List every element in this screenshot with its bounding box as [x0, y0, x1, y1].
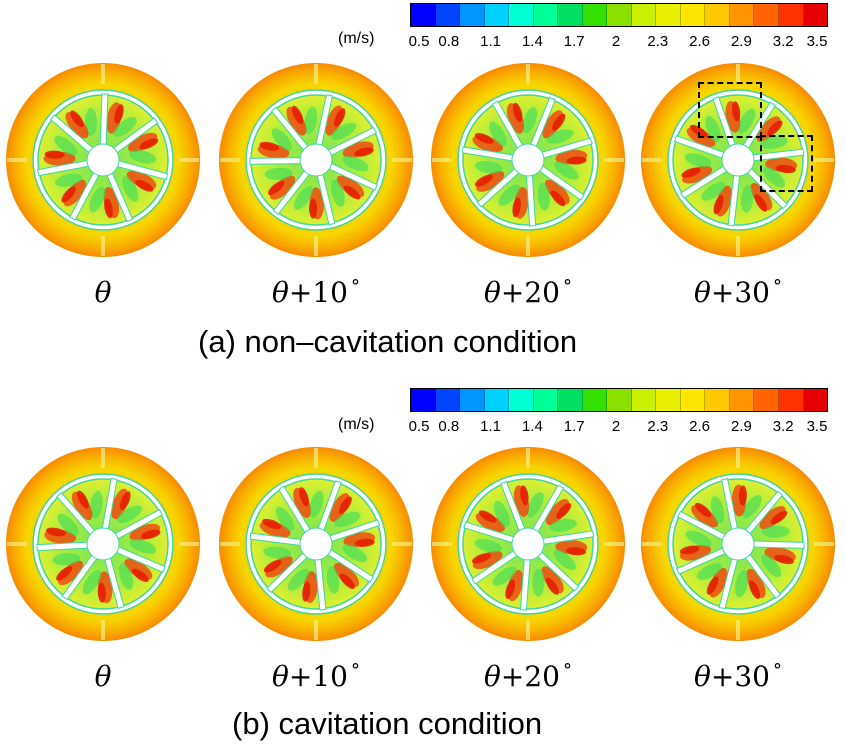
colorbar-segment — [656, 389, 681, 411]
impeller-hub — [86, 143, 120, 177]
colorbar-segment — [803, 4, 828, 26]
colorbar-tick-label: 2 — [611, 33, 621, 50]
colorbar-tick-label: 0.5 — [408, 33, 430, 50]
velocity-contour-impeller — [219, 447, 413, 641]
colorbar — [410, 3, 828, 27]
velocity-contour-impeller — [641, 63, 835, 257]
colorbar-segment — [680, 4, 706, 26]
colorbar-segment — [509, 389, 534, 411]
colorbar-tick-label: 0.8 — [438, 418, 460, 435]
colorbar-unit: (m/s) — [338, 30, 375, 47]
colorbar — [410, 388, 828, 412]
velocity-contour-impeller — [641, 447, 835, 641]
highlight-box — [760, 135, 813, 192]
colorbar-segment — [705, 389, 730, 411]
colorbar-segment — [484, 389, 510, 411]
colorbar-tick-label: 1.4 — [521, 33, 543, 50]
colorbar-tick-label: 0.5 — [408, 418, 430, 435]
caption-b: (b) cavitation condition — [232, 706, 543, 741]
colorbar-segment — [607, 4, 632, 26]
impeller-hub — [721, 143, 755, 177]
colorbar-segment — [778, 389, 804, 411]
colorbar-tick-label: 3.2 — [772, 418, 794, 435]
velocity-contour-impeller — [431, 447, 625, 641]
colorbar-tick-label: 1.1 — [480, 418, 502, 435]
colorbar-tick-label: 2.3 — [647, 33, 669, 50]
colorbar-segment — [754, 389, 779, 411]
colorbar-segment — [631, 4, 657, 26]
colorbar-tick-label: 2.6 — [689, 418, 711, 435]
velocity-contour-impeller — [431, 63, 625, 257]
colorbar-tick-label: 0.8 — [438, 33, 460, 50]
colorbar-segment — [803, 389, 828, 411]
angle-label: θ — [94, 276, 112, 309]
colorbar-tick-label: 3.5 — [806, 418, 828, 435]
colorbar-segment — [435, 389, 461, 411]
colorbar-segment — [460, 4, 485, 26]
colorbar-segment — [778, 4, 804, 26]
colorbar-segment — [680, 389, 706, 411]
colorbar-segment — [533, 389, 559, 411]
impeller-hub — [299, 143, 333, 177]
colorbar-segment — [411, 389, 436, 411]
colorbar-segment — [631, 389, 657, 411]
colorbar-unit: (m/s) — [338, 416, 375, 433]
angle-label: θ+20 ° — [484, 660, 572, 693]
colorbar-segment — [705, 4, 730, 26]
colorbar-segment — [582, 389, 608, 411]
angle-label: θ+10 ° — [272, 660, 360, 693]
colorbar-tick-label: 1.7 — [563, 33, 585, 50]
colorbar-segment — [558, 389, 583, 411]
colorbar-tick-label: 2.9 — [730, 418, 752, 435]
highlight-box — [698, 82, 762, 138]
colorbar-segment — [533, 4, 559, 26]
colorbar-segment — [729, 4, 755, 26]
colorbar-tick-label: 1.7 — [563, 418, 585, 435]
impeller-hub — [299, 527, 333, 561]
velocity-contour-impeller — [219, 63, 413, 257]
colorbar-tick-label: 3.2 — [772, 33, 794, 50]
colorbar-tick-label: 2 — [611, 418, 621, 435]
colorbar-tick-label: 2.3 — [647, 418, 669, 435]
colorbar-segment — [509, 4, 534, 26]
colorbar-segment — [582, 4, 608, 26]
colorbar-segment — [754, 4, 779, 26]
colorbar-segment — [435, 4, 461, 26]
colorbar-segment — [558, 4, 583, 26]
impeller-hub — [511, 143, 545, 177]
colorbar-segment — [460, 389, 485, 411]
impeller-hub — [511, 527, 545, 561]
angle-label: θ+30 ° — [694, 660, 782, 693]
velocity-contour-impeller — [6, 447, 200, 641]
caption-a: (a) non–cavitation condition — [198, 324, 578, 359]
angle-label: θ+20 ° — [484, 276, 572, 309]
colorbar-segment — [729, 389, 755, 411]
colorbar-tick-label: 2.6 — [689, 33, 711, 50]
colorbar-tick-label: 1.1 — [480, 33, 502, 50]
angle-label: θ+10 ° — [272, 276, 360, 309]
colorbar-segment — [607, 389, 632, 411]
colorbar-segment — [411, 4, 436, 26]
angle-label: θ+30 ° — [694, 276, 782, 309]
impeller-hub — [86, 527, 120, 561]
colorbar-tick-label: 2.9 — [730, 33, 752, 50]
angle-label: θ — [94, 660, 112, 693]
colorbar-segment — [656, 4, 681, 26]
impeller-blade — [99, 93, 109, 149]
colorbar-tick-label: 3.5 — [806, 33, 828, 50]
colorbar-tick-label: 1.4 — [521, 418, 543, 435]
impeller-hub — [721, 527, 755, 561]
velocity-contour-impeller — [6, 63, 200, 257]
colorbar-segment — [484, 4, 510, 26]
